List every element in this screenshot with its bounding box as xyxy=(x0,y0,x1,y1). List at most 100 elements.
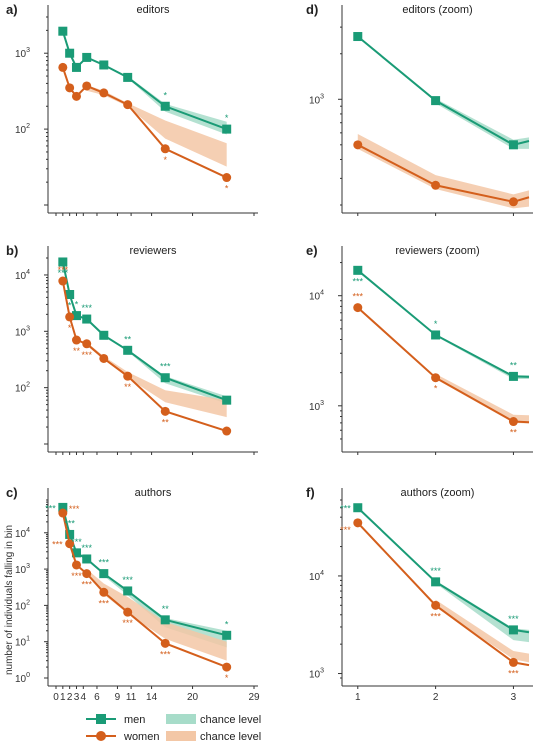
x-tick-label-f: 1 xyxy=(355,692,361,703)
point-women xyxy=(222,662,232,672)
legend-men-label: men xyxy=(124,714,145,726)
point-men xyxy=(222,630,232,640)
point-women xyxy=(353,518,363,528)
panel-f: f) authors (zoom) 1 2 3 103 104 *** *** *** *** ***… xyxy=(306,485,533,703)
panel-title-b: reviewers xyxy=(129,245,177,257)
point-women xyxy=(82,339,92,349)
chance-band-women xyxy=(86,342,227,418)
point-men xyxy=(123,586,133,596)
point-men xyxy=(431,330,441,340)
significance-women: * xyxy=(68,323,72,333)
point-men xyxy=(71,311,81,321)
point-men xyxy=(353,32,363,42)
point-women xyxy=(160,406,170,416)
point-men xyxy=(353,265,363,275)
chance-band-women xyxy=(86,85,227,167)
point-men xyxy=(82,52,92,62)
significance-women: ** xyxy=(162,417,170,427)
point-women xyxy=(431,600,441,610)
point-men xyxy=(58,257,68,267)
x-tick-label-c: 11 xyxy=(126,692,137,703)
y-tick-label-f: 103 xyxy=(309,668,324,681)
legend: men women chance level chance level xyxy=(86,714,261,743)
plot-area-a xyxy=(58,26,232,183)
point-men xyxy=(58,26,68,36)
chance-band-women xyxy=(357,133,529,209)
point-women xyxy=(65,83,75,93)
point-women xyxy=(123,100,133,110)
significance-women: *** xyxy=(71,571,82,581)
panel-title-a: editors xyxy=(136,4,170,16)
plot-area-c xyxy=(58,502,232,672)
panel-d: d) editors (zoom) 103 xyxy=(306,2,533,216)
point-women xyxy=(222,173,232,183)
point-women xyxy=(71,91,81,101)
significance-women: ** xyxy=(124,382,132,392)
point-men xyxy=(71,62,81,72)
significance-men: *** xyxy=(45,503,56,513)
significance-women: *** xyxy=(58,265,69,275)
series-line-women xyxy=(357,522,530,667)
legend-men-marker xyxy=(96,714,106,724)
point-women xyxy=(431,373,441,383)
point-men xyxy=(82,314,92,324)
significance-women: *** xyxy=(353,292,364,302)
significance-men: * xyxy=(225,113,229,123)
significance-men: *** xyxy=(430,566,441,576)
significance-men: *** xyxy=(160,362,171,372)
legend-women-chance-label: chance level xyxy=(200,731,261,743)
point-men xyxy=(431,577,441,587)
legend-men-chance-swatch xyxy=(166,714,196,724)
point-men xyxy=(58,502,68,512)
point-men xyxy=(82,554,92,564)
legend-women-chance-swatch xyxy=(166,731,196,741)
point-women xyxy=(222,426,232,436)
chance-band-women xyxy=(435,599,529,663)
point-men xyxy=(431,96,441,106)
significance-men: *** xyxy=(58,268,69,278)
significance-women: *** xyxy=(69,504,80,514)
legend-men-chance-label: chance level xyxy=(200,714,261,726)
x-tick-label-c: 29 xyxy=(248,692,260,703)
point-women xyxy=(353,140,363,150)
y-tick-label-d: 103 xyxy=(309,93,324,106)
point-women xyxy=(431,180,441,190)
significance-women: *** xyxy=(122,618,133,628)
y-tick-label-b: 102 xyxy=(15,382,30,395)
point-men xyxy=(508,140,518,150)
significance-women: *** xyxy=(340,525,351,535)
point-women xyxy=(508,657,518,667)
y-tick-label-c: 104 xyxy=(15,527,30,540)
significance-men: * xyxy=(163,90,167,100)
y-tick-label-f: 104 xyxy=(309,570,324,583)
plot-area-e xyxy=(353,265,530,427)
x-tick-label-c: 2 xyxy=(67,692,73,703)
panel-label-e: e) xyxy=(306,243,318,258)
plot-area-d xyxy=(353,32,530,209)
y-tick-label-c: 103 xyxy=(15,563,30,576)
series-line-men xyxy=(357,507,530,634)
point-men xyxy=(99,569,109,579)
panel-label-a: a) xyxy=(6,2,18,17)
point-men xyxy=(160,373,170,383)
panel-title-c: authors xyxy=(135,487,172,499)
x-tick-label-c: 1 xyxy=(60,692,66,703)
significance-women: *** xyxy=(430,611,441,621)
point-men xyxy=(99,330,109,340)
panel-title-d: editors (zoom) xyxy=(402,4,472,16)
significance-men: ** xyxy=(510,360,518,370)
significance-men: * xyxy=(75,300,79,310)
chance-band-men xyxy=(103,572,227,648)
significance-men: ** xyxy=(162,604,170,614)
series-line-men xyxy=(357,269,530,378)
significance-women: ** xyxy=(73,346,81,356)
series-line-women xyxy=(357,143,530,203)
x-tick-label-c: 4 xyxy=(81,692,87,703)
significance-women: *** xyxy=(81,580,92,590)
point-women xyxy=(99,88,109,98)
point-men xyxy=(71,548,81,558)
point-women xyxy=(160,144,170,154)
point-women xyxy=(508,197,518,207)
